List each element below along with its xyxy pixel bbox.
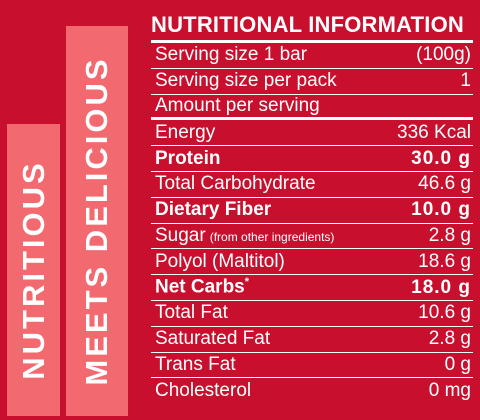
row-value: 2.8 g: [428, 328, 471, 350]
row-label: Energy: [155, 121, 216, 143]
row-trans-fat: Trans Fat 0 g: [151, 353, 473, 379]
row-value: 0 mg: [428, 380, 471, 402]
row-label: Serving size 1 bar: [155, 44, 308, 66]
row-value: 46.6 g: [418, 173, 471, 195]
row-sugar: Sugar (from other ingredients) 2.8 g: [151, 224, 473, 250]
row-value: 30.0 g: [411, 147, 471, 169]
row-amount-per-serving: Amount per serving: [151, 95, 473, 121]
row-label: Total Carbohydrate: [155, 173, 316, 195]
row-label: Total Fat: [155, 302, 228, 324]
row-total-carbohydrate: Total Carbohydrate 46.6 g: [151, 172, 473, 198]
row-label: Net Carbs: [155, 276, 245, 298]
side-band-nutritious: NUTRITIOUS: [7, 124, 60, 416]
row-polyol: Polyol (Maltitol) 18.6 g: [151, 249, 473, 276]
row-servings-per-pack: Serving size per pack 1: [151, 69, 473, 95]
row-label-note: (from other ingredients): [209, 229, 335, 244]
footnote-marker: *: [244, 276, 250, 289]
row-value: 1: [460, 70, 471, 92]
side-band-label: MEETS DELICIOUS: [79, 56, 114, 386]
row-value: 18.6 g: [418, 250, 471, 272]
row-label: Protein: [155, 147, 221, 169]
row-cholesterol: Cholesterol 0 mg: [151, 378, 473, 404]
row-dietary-fiber: Dietary Fiber 10.0 g: [151, 198, 473, 224]
row-label: Sugar: [155, 224, 206, 246]
row-label-group: Net Carbs*: [155, 276, 249, 298]
row-serving-size: Serving size 1 bar (100g): [151, 43, 473, 69]
row-total-fat: Total Fat 10.6 g: [151, 301, 473, 327]
side-band-label: NUTRITIOUS: [15, 160, 51, 380]
row-value: 0 g: [444, 353, 471, 375]
row-saturated-fat: Saturated Fat 2.8 g: [151, 327, 473, 353]
row-protein: Protein 30.0 g: [151, 146, 473, 172]
row-value: 2.8 g: [428, 224, 471, 246]
row-net-carbs: Net Carbs* 18.0 g: [151, 275, 473, 301]
row-label: Polyol (Maltitol): [155, 250, 285, 272]
row-value: 10.0 g: [411, 199, 471, 221]
row-label: Saturated Fat: [155, 328, 271, 350]
row-label: Dietary Fiber: [155, 199, 272, 221]
row-label-group: Sugar (from other ingredients): [155, 225, 334, 247]
row-value: 10.6 g: [418, 302, 471, 324]
nutrition-panel: NUTRITIONAL INFORMATION Serving size 1 b…: [151, 10, 473, 410]
row-label: Serving size per pack: [155, 70, 337, 92]
row-label: Trans Fat: [155, 353, 236, 375]
row-label: Amount per serving: [155, 94, 320, 116]
side-band-meets-delicious: MEETS DELICIOUS: [66, 26, 128, 416]
row-value: 336 Kcal: [397, 121, 471, 143]
row-energy: Energy 336 Kcal: [151, 120, 473, 147]
row-label: Cholesterol: [155, 380, 252, 402]
row-value: (100g): [416, 44, 471, 66]
panel-title: NUTRITIONAL INFORMATION: [151, 10, 473, 43]
row-value: 18.0 g: [411, 276, 471, 298]
